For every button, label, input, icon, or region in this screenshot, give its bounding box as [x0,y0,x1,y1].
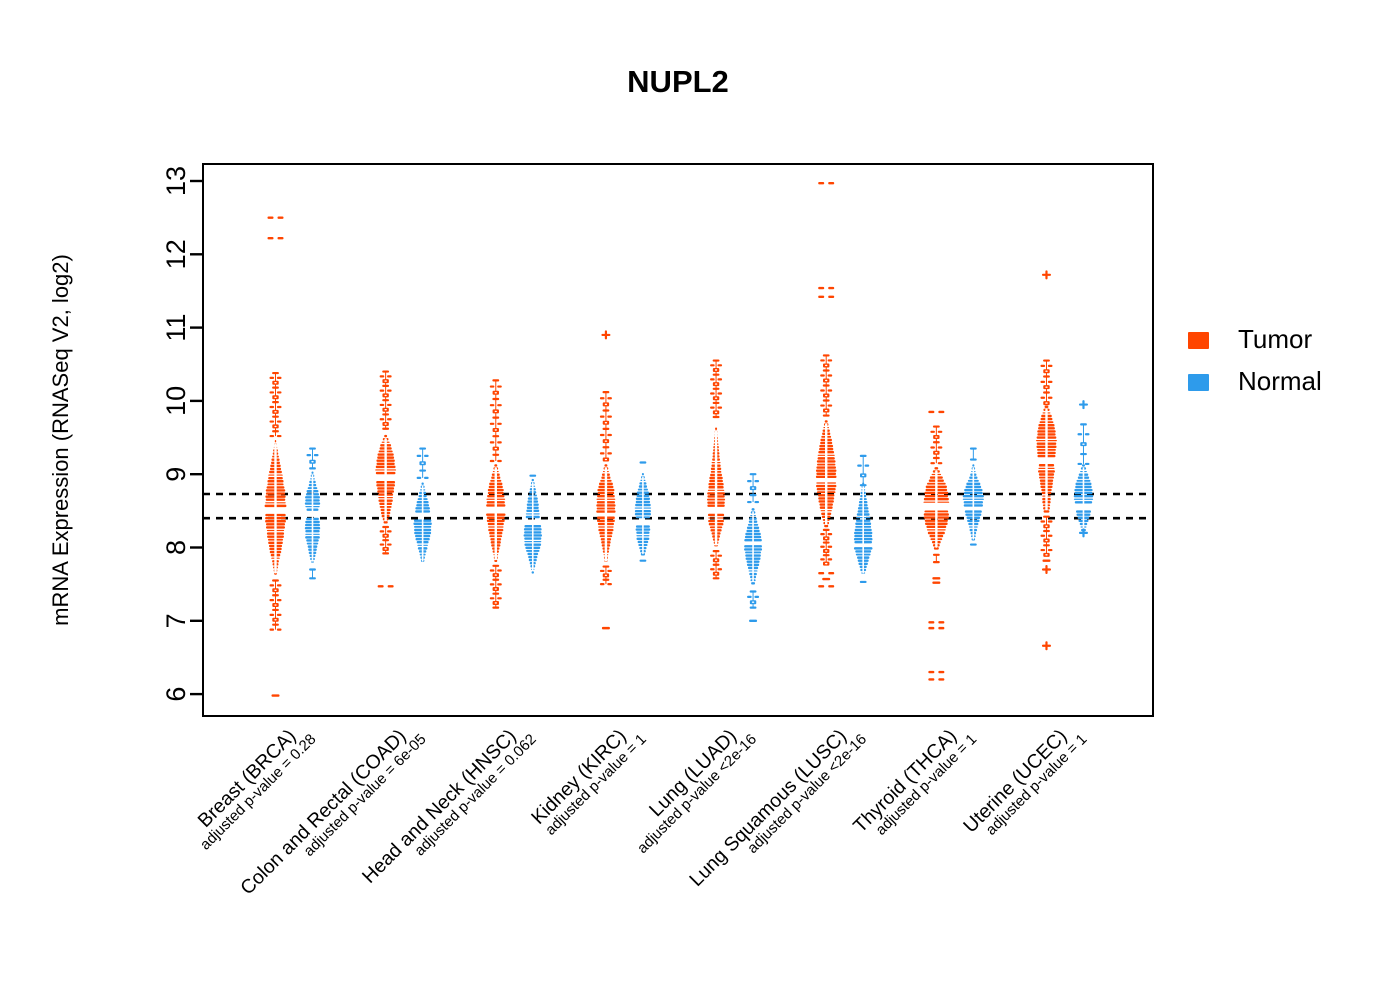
violin-ucec-tumor [1036,270,1057,651]
violin-kirc-tumor [596,330,616,630]
legend-label-normal: Normal [1238,366,1322,396]
y-tick-label-12: 12 [161,239,191,269]
plot-area-border [202,163,1154,717]
legend-swatch-normal [1188,374,1209,391]
violin-thca-tumor [923,410,950,681]
x-label-brca-name: Breast (BRCA) [194,725,301,832]
y-axis-label: mRNA Expression (RNASeq V2, log2) [48,254,73,626]
plot-title: NUPL2 [627,64,729,99]
legend-swatch-tumor [1188,332,1209,349]
y-tick-label-13: 13 [161,166,191,196]
y-tick-label-11: 11 [161,314,191,342]
violin-ucec-normal [1073,400,1094,538]
violin-kirc-normal [634,461,652,562]
y-tick-label-7: 7 [161,613,191,628]
x-label-lusc-pvalue: adjusted p-value <2e-16 [744,731,870,857]
violin-coad-normal [413,447,432,562]
violin-brca-normal [304,447,321,580]
violin-luad-normal [744,473,763,622]
x-axis-labels: Breast (BRCA)adjusted p-value = 0.28Colo… [194,725,1091,899]
y-tick-label-8: 8 [161,540,191,555]
violin-hnsc-tumor [486,379,506,609]
violin-hnsc-normal [523,474,542,574]
y-tick-label-9: 9 [161,467,191,482]
x-label-ucec: Uterine (UCEC)adjusted p-value = 1 [959,725,1090,839]
legend-label-tumor: Tumor [1238,324,1312,354]
y-tick-label-6: 6 [161,687,191,702]
x-label-kirc: Kidney (KIRC)adjusted p-value = 1 [527,725,650,839]
violin-brca-tumor [264,216,287,697]
y-tick-label-10: 10 [161,386,191,416]
reference-lines [203,492,1153,520]
legend: Tumor Normal [1188,324,1322,396]
violin-luad-tumor [706,359,726,580]
y-axis: 6 7 8 9 10 11 12 13 [161,166,203,702]
violin-lusc-tumor [815,182,837,588]
violin-lusc-normal [853,454,873,584]
violin-thca-normal [962,447,984,546]
violin-coad-tumor [375,370,397,588]
violins [264,182,1094,697]
x-label-thca: Thyroid (THCA)adjusted p-value = 1 [849,725,980,839]
x-label-hnsc-pvalue: adjusted p-value = 0.062 [411,731,539,859]
